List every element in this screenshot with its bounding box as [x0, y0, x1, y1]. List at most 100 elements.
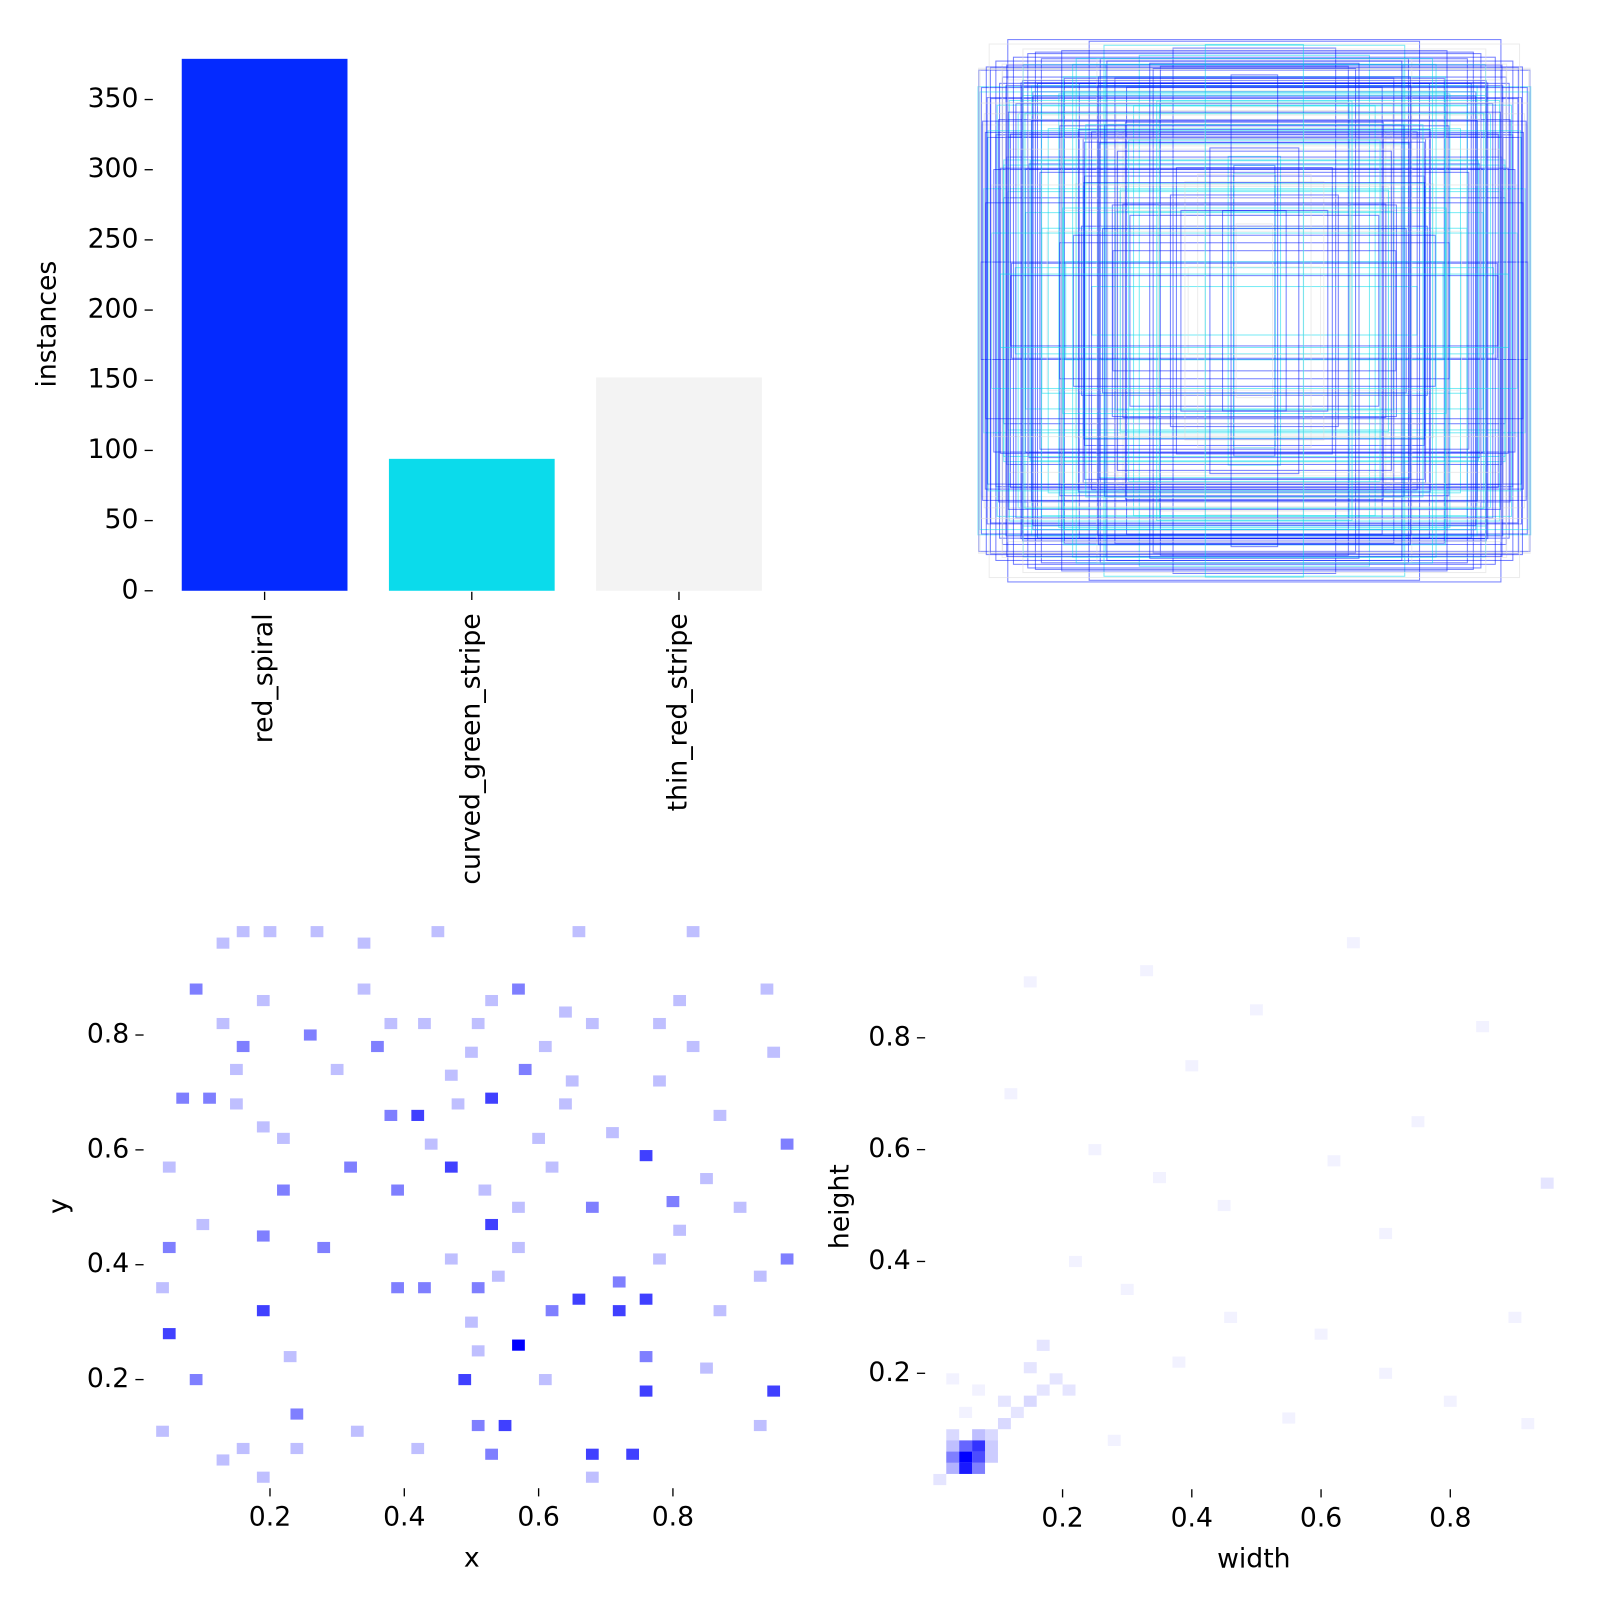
- label-box: [1149, 62, 1360, 559]
- hist-cell: [1023, 976, 1037, 988]
- label-box: [1097, 76, 1411, 546]
- hist-cell: [518, 1063, 532, 1076]
- hist-cell: [471, 1419, 485, 1432]
- label-box: [979, 69, 1530, 553]
- hist-cell: [277, 1184, 290, 1196]
- label-box: [1034, 51, 1474, 570]
- label-box: [1041, 105, 1468, 517]
- y-tick-label: 0.8: [868, 1021, 910, 1052]
- hist-cell: [256, 1471, 270, 1483]
- hist-cell: [512, 1339, 525, 1351]
- y-tick-label: 200: [88, 294, 139, 325]
- bar: [181, 58, 348, 591]
- x-tick-label: 0.6: [517, 1501, 559, 1532]
- hist-cell: [330, 1063, 344, 1076]
- hist-cell: [985, 1429, 998, 1441]
- hist-cell: [485, 1092, 498, 1104]
- hist-cell: [985, 1451, 998, 1463]
- label-box: [1085, 124, 1424, 498]
- hist-cell: [384, 1109, 398, 1121]
- label-box: [1046, 230, 1463, 391]
- hist-cell: [639, 1385, 653, 1397]
- hist-cell: [653, 1017, 666, 1030]
- label-box: [987, 130, 1522, 492]
- y-tick-label: 0.6: [87, 1133, 129, 1164]
- label-box: [1005, 85, 1504, 537]
- hist-cell: [686, 1040, 700, 1053]
- hist-cell: [585, 1471, 599, 1483]
- y-tick-label: 0.4: [868, 1245, 910, 1276]
- label-box: [1065, 261, 1444, 361]
- label-box: [1197, 173, 1312, 448]
- y-axis-label: instances: [32, 261, 63, 388]
- label-box: [1158, 109, 1351, 512]
- label-box: [1172, 47, 1337, 574]
- hist-cell: [946, 1451, 960, 1463]
- hist-cell: [653, 1253, 666, 1265]
- hist-cell: [1140, 965, 1154, 977]
- hist-cell: [653, 1075, 666, 1087]
- hist-cell: [1010, 1406, 1024, 1419]
- hist-cell: [230, 1063, 243, 1076]
- hist-cell: [585, 1017, 599, 1030]
- hist-cell: [498, 1419, 512, 1432]
- label-box: [1103, 44, 1406, 577]
- hist-cell: [444, 1161, 458, 1173]
- hist-cell: [424, 1138, 438, 1150]
- hist-cell: [277, 1132, 290, 1144]
- label-box: [1097, 85, 1412, 537]
- y-tick-label: 50: [105, 504, 139, 535]
- label-box: [1061, 137, 1448, 484]
- hist-cell: [1153, 1171, 1166, 1184]
- hist-cell: [545, 1305, 559, 1317]
- hist-cell: [458, 1374, 472, 1386]
- y-tick-label: 300: [88, 153, 139, 184]
- label-box: [1204, 44, 1304, 578]
- hist-cell: [946, 1462, 960, 1474]
- hist-cell: [471, 1282, 485, 1294]
- hist-cell: [538, 1374, 552, 1386]
- hist-cell: [1411, 1116, 1425, 1128]
- label-box: [1111, 204, 1397, 418]
- hist-cell: [256, 994, 270, 1007]
- hist-cell: [189, 983, 203, 995]
- hist-cell: [317, 1241, 331, 1254]
- hist-cell: [411, 1109, 425, 1121]
- label-box: [982, 120, 1527, 501]
- label-box: [986, 136, 1522, 485]
- hist-cell: [626, 1448, 640, 1460]
- hist-cell: [290, 1442, 304, 1455]
- y-axis-label: height: [825, 1164, 856, 1249]
- label-box: [1029, 160, 1480, 462]
- label-box: [1063, 91, 1446, 530]
- label-box: [1112, 250, 1397, 372]
- y-tick-label: 150: [88, 364, 139, 395]
- label-box: [1021, 86, 1488, 536]
- label-box: [989, 67, 1519, 555]
- hist-cell: [1023, 1362, 1037, 1374]
- label-box: [1102, 228, 1407, 394]
- hist-cell: [780, 1138, 794, 1150]
- hist-cell: [972, 1384, 986, 1396]
- hist-cell: [465, 1316, 478, 1328]
- hist-cell: [959, 1406, 973, 1419]
- x-tick-label: 0.6: [1300, 1502, 1342, 1533]
- x-tick-label: 0.4: [383, 1501, 425, 1532]
- hist-cell: [959, 1451, 973, 1463]
- hist-cell: [418, 1017, 431, 1030]
- label-box: [1116, 150, 1392, 471]
- hist-cell: [1172, 1356, 1186, 1368]
- label-box: [1158, 203, 1351, 418]
- label-box: [1227, 155, 1282, 466]
- hist-cell: [639, 1293, 653, 1305]
- hist-cell: [753, 1270, 767, 1282]
- hist-cell: [1249, 1004, 1263, 1016]
- label-box: [1062, 207, 1447, 415]
- label-box: [1114, 77, 1395, 544]
- hist-cell: [162, 1161, 176, 1173]
- label-box: [1058, 93, 1451, 529]
- hist-cell: [196, 1218, 210, 1231]
- hist-cell: [700, 1362, 713, 1374]
